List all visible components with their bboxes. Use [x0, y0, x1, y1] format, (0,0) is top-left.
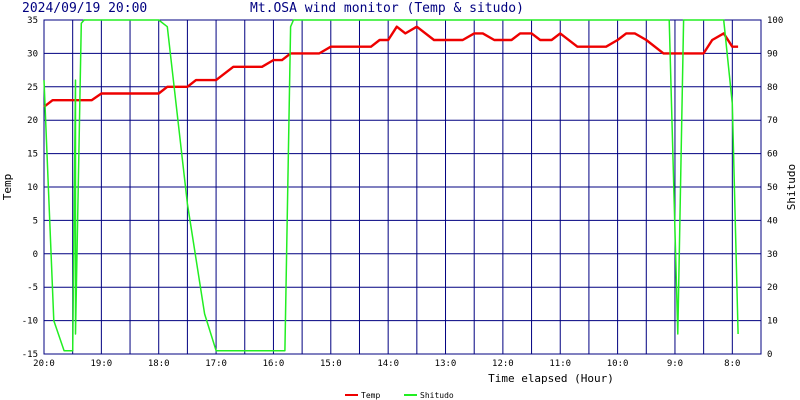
y-left-tick-label: -5	[27, 283, 38, 293]
y-right-tick-label: 70	[767, 116, 778, 126]
x-tick-label: 20:0	[33, 359, 55, 369]
y-right-tick-label: 60	[767, 150, 778, 160]
y-right-axis-label: Shitudo	[785, 164, 798, 210]
x-tick-label: 11:0	[549, 359, 571, 369]
y-left-tick-label: -10	[22, 317, 38, 327]
y-right-tick-label: 40	[767, 216, 778, 226]
x-tick-label: 12:0	[492, 359, 514, 369]
chart-title: Mt.OSA wind monitor (Temp & situdo)	[250, 1, 524, 16]
y-right-tick-label: 10	[767, 317, 778, 327]
legend-temp-label: Temp	[361, 391, 380, 400]
y-left-tick-label: 30	[27, 49, 38, 59]
y-right-tick-label: 0	[767, 350, 772, 360]
series-line-temp	[43, 25, 739, 108]
ticks-layer: -15 -10 -5 0 5 10 15 20 25 30 35 0 10 20 30 40 50 60 70 80 9…	[22, 16, 784, 369]
x-tick-label: 16:0	[263, 359, 285, 369]
y-left-tick-label: 5	[33, 216, 38, 226]
x-axis-label: Time elapsed (Hour)	[488, 372, 614, 385]
x-tick-label: 10:0	[607, 359, 629, 369]
legend-shitudo-label: Shitudo	[420, 391, 454, 400]
x-tick-label: 17:0	[205, 359, 227, 369]
x-tick-label: 14:0	[377, 359, 399, 369]
series-line-shitudo	[43, 19, 739, 352]
x-tick-label: 9:0	[667, 359, 683, 369]
y-right-tick-label: 20	[767, 283, 778, 293]
y-left-tick-label: 10	[27, 183, 38, 193]
y-left-tick-label: 35	[27, 16, 38, 26]
x-tick-label: 13:0	[435, 359, 457, 369]
legend: Temp Shitudo	[345, 391, 454, 400]
x-tick-label: 8:0	[724, 359, 740, 369]
x-tick-label: 15:0	[320, 359, 342, 369]
series-layer	[43, 19, 739, 352]
y-left-tick-label: 20	[27, 116, 38, 126]
y-left-tick-label: 0	[33, 250, 38, 260]
y-right-tick-label: 50	[767, 183, 778, 193]
header-datetime: 2024/09/19 20:00	[22, 1, 147, 16]
y-right-tick-label: 30	[767, 250, 778, 260]
y-left-tick-label: -15	[22, 350, 38, 360]
y-left-tick-label: 15	[27, 150, 38, 160]
x-tick-label: 18:0	[148, 359, 170, 369]
y-right-tick-label: 90	[767, 49, 778, 59]
y-right-tick-label: 80	[767, 83, 778, 93]
x-tick-label: 19:0	[91, 359, 113, 369]
y-left-axis-label: Temp	[1, 174, 14, 201]
y-right-tick-label: 100	[767, 16, 783, 26]
y-left-tick-label: 25	[27, 83, 38, 93]
